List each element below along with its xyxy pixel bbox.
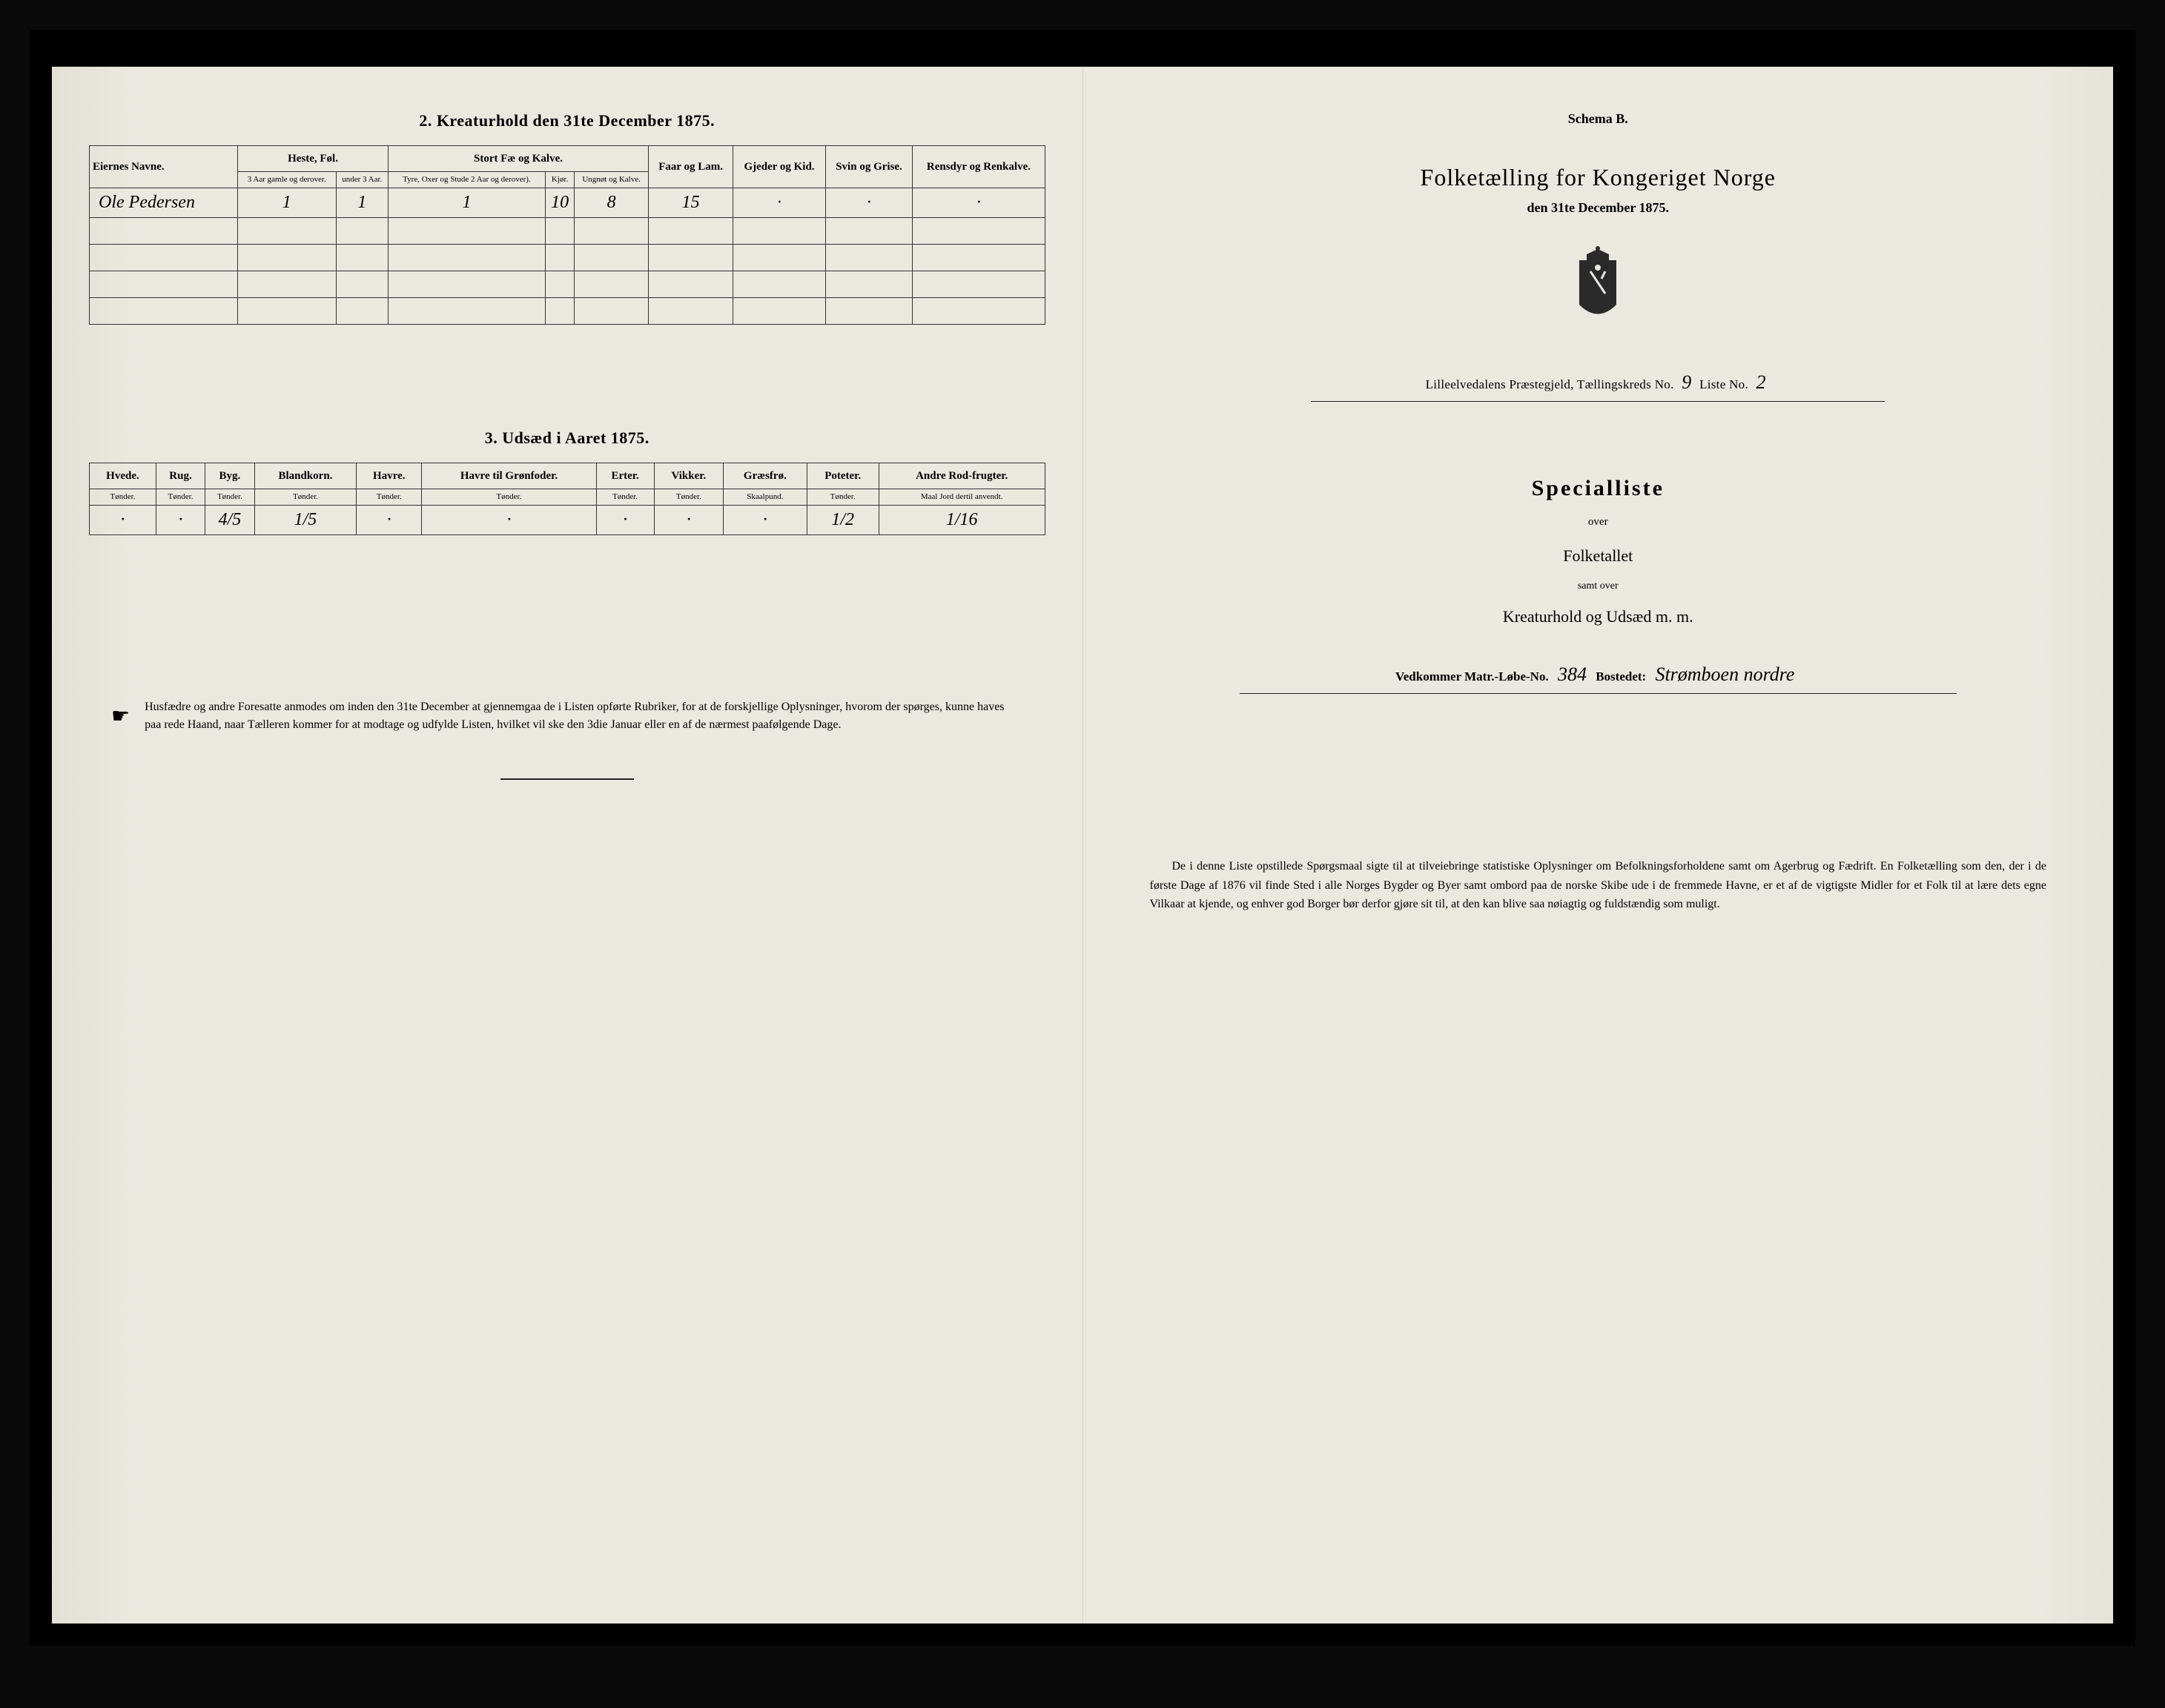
table-row [90, 271, 1045, 298]
cell-hvede: · [90, 506, 156, 535]
unit-byg: Tønder. [205, 489, 255, 506]
cell-vikker: · [654, 506, 724, 535]
cell-faar: 15 [648, 188, 733, 218]
cell-stort-c: 8 [575, 188, 649, 218]
page-right: Schema B. Folketælling for Kongeriget No… [1083, 67, 2114, 1623]
divider [1240, 693, 1957, 694]
liste-number: 2 [1752, 371, 1771, 393]
cell-havre: · [357, 506, 422, 535]
poteter-header: Poteter. [807, 463, 879, 489]
havregron-header: Havre til Grønfoder. [422, 463, 596, 489]
heste-b-sub: under 3 Aar. [336, 172, 389, 188]
bostedet-label: Bostedet: [1596, 669, 1646, 683]
cell-havregron: · [422, 506, 596, 535]
vikker-header: Vikker. [654, 463, 724, 489]
table2-title: 2. Kreaturhold den 31te December 1875. [89, 111, 1045, 130]
erter-header: Erter. [596, 463, 654, 489]
matr-number: 384 [1552, 663, 1593, 685]
census-document: 2. Kreaturhold den 31te December 1875. E… [52, 67, 2113, 1623]
over-label: over [1120, 516, 2077, 529]
district-prefix: Lilleelvedalens Præstegjeld, Tællingskre… [1426, 377, 1674, 391]
cell-rensdyr: · [913, 188, 1045, 218]
cell-rug: · [156, 506, 205, 535]
specialliste-title: Specialliste [1120, 476, 2077, 501]
unit-havregron: Tønder. [422, 489, 596, 506]
table-row [90, 218, 1045, 245]
census-title: Folketælling for Kongeriget Norge [1120, 164, 2077, 191]
cell-stort-a: 1 [389, 188, 546, 218]
left-footnote-block: ☛ Husfædre og andre Foresatte anmodes om… [89, 698, 1045, 734]
scan-frame: 2. Kreaturhold den 31te December 1875. E… [30, 30, 2135, 1646]
table-row: Ole Pedersen 1 1 1 10 8 15 · · · [90, 188, 1045, 218]
byg-header: Byg. [205, 463, 255, 489]
unit-graesfro: Skaalpund. [724, 489, 807, 506]
cell-gjeder: · [733, 188, 825, 218]
rug-header: Rug. [156, 463, 205, 489]
unit-hvede: Tønder. [90, 489, 156, 506]
gjeder-header: Gjeder og Kid. [733, 146, 825, 188]
stortfae-header: Stort Fæ og Kalve. [389, 146, 649, 172]
unit-poteter: Tønder. [807, 489, 879, 506]
owner-header: Eiernes Navne. [90, 146, 238, 188]
folketallet-label: Folketallet [1120, 546, 2077, 566]
cell-heste-a: 1 [238, 188, 337, 218]
cell-stort-b: 10 [545, 188, 574, 218]
census-subtitle: den 31te December 1875. [1120, 200, 2077, 216]
heste-header: Heste, Føl. [238, 146, 389, 172]
cell-andre: 1/16 [879, 506, 1045, 535]
vedkommer-line: Vedkommer Matr.-Løbe-No. 384 Bostedet: S… [1120, 663, 2077, 686]
cell-poteter: 1/2 [807, 506, 879, 535]
hvede-header: Hvede. [90, 463, 156, 489]
right-footnote-text: De i denne Liste opstillede Spørgsmaal s… [1120, 857, 2077, 914]
livestock-table: Eiernes Navne. Heste, Føl. Stort Fæ og K… [89, 145, 1045, 325]
kreds-number: 9 [1677, 371, 1696, 393]
hand-pointer-icon: ☛ [111, 701, 130, 734]
page-left: 2. Kreaturhold den 31te December 1875. E… [52, 67, 1083, 1623]
cell-blandkorn: 1/5 [254, 506, 357, 535]
cell-svin: · [825, 188, 913, 218]
andre-header: Andre Rod-frugter. [879, 463, 1045, 489]
unit-blandkorn: Tønder. [254, 489, 357, 506]
unit-rug: Tønder. [156, 489, 205, 506]
unit-havre: Tønder. [357, 489, 422, 506]
unit-andre: Maal Jord dertil anvendt. [879, 489, 1045, 506]
stort-b-sub: Kjør. [545, 172, 574, 188]
table3-title: 3. Udsæd i Aaret 1875. [89, 428, 1045, 448]
stort-c-sub: Ungnøt og Kalve. [575, 172, 649, 188]
vedkommer-prefix: Vedkommer Matr.-Løbe-No. [1395, 669, 1549, 683]
svin-header: Svin og Grise. [825, 146, 913, 188]
unit-erter: Tønder. [596, 489, 654, 506]
liste-prefix: Liste No. [1699, 377, 1748, 391]
divider [500, 778, 634, 780]
cell-byg: 4/5 [205, 506, 255, 535]
seed-table: Hvede. Rug. Byg. Blandkorn. Havre. Havre… [89, 463, 1045, 535]
district-line: Lilleelvedalens Præstegjeld, Tællingskre… [1120, 371, 2077, 394]
table-row [90, 298, 1045, 325]
cell-erter: · [596, 506, 654, 535]
table-row: · · 4/5 1/5 · · · · · 1/2 1/16 [90, 506, 1045, 535]
table-row [90, 245, 1045, 271]
stort-a-sub: Tyre, Oxer og Stude 2 Aar og derover). [389, 172, 546, 188]
coat-of-arms-icon [1564, 245, 1631, 334]
rensdyr-header: Rensdyr og Renkalve. [913, 146, 1045, 188]
blandkorn-header: Blandkorn. [254, 463, 357, 489]
owner-cell: Ole Pedersen [90, 188, 238, 218]
graesfro-header: Græsfrø. [724, 463, 807, 489]
samt-over-label: samt over [1120, 580, 2077, 592]
kreatur-label: Kreaturhold og Udsæd m. m. [1120, 607, 2077, 626]
bostedet-value: Strømboen nordre [1649, 663, 1800, 685]
havre-header: Havre. [357, 463, 422, 489]
unit-vikker: Tønder. [654, 489, 724, 506]
heste-a-sub: 3 Aar gamle og derover. [238, 172, 337, 188]
faar-header: Faar og Lam. [648, 146, 733, 188]
left-footnote-text: Husfædre og andre Foresatte anmodes om i… [145, 698, 1022, 734]
cell-heste-b: 1 [336, 188, 389, 218]
schema-label: Schema B. [1120, 111, 2077, 127]
cell-graesfro: · [724, 506, 807, 535]
divider [1311, 401, 1885, 402]
